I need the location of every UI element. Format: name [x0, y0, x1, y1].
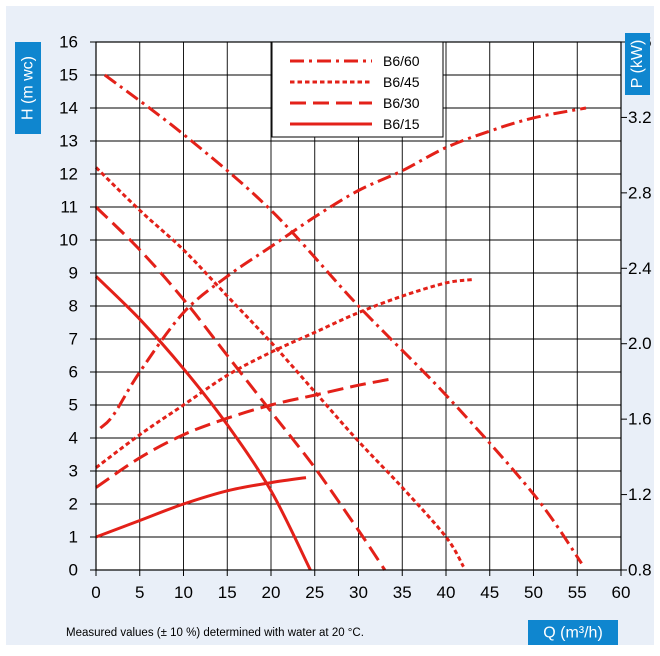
- y2-axis-title-badge: P (kW): [625, 33, 650, 95]
- x-axis-title-badge: Q (m³/h): [528, 620, 618, 645]
- y-tick-label: 0: [69, 561, 78, 580]
- series-b6-60-power-curve: [99, 106, 587, 430]
- x-tick-label: 10: [174, 583, 193, 602]
- footnote: Measured values (± 10 %) determined with…: [66, 627, 364, 639]
- y2-tick-label: 0.8: [628, 561, 652, 580]
- y-tick-label: 9: [69, 264, 78, 283]
- y-tick-label: 1: [69, 528, 78, 547]
- x-tick-label: 5: [135, 583, 144, 602]
- y2-tick-label: 1.6: [628, 410, 652, 429]
- y-tick-label: 2: [69, 495, 78, 514]
- y-tick-label: 7: [69, 330, 78, 349]
- legend-label-b6-15: B6/15: [383, 116, 420, 132]
- y-tick-label: 12: [59, 165, 78, 184]
- y-tick-label: 8: [69, 297, 78, 316]
- legend-box: [271, 41, 444, 138]
- y-tick-label: 5: [69, 396, 78, 415]
- series-b6-60-head-curve: [103, 73, 583, 565]
- series-b6-45-power-curve: [95, 278, 473, 469]
- x-axis-title-bg: [528, 620, 618, 645]
- x-tick-label: 55: [568, 583, 587, 602]
- series-b6-15-power-curve: [95, 476, 307, 539]
- y-tick-label: 13: [59, 132, 78, 151]
- x-tick-label: 60: [612, 583, 631, 602]
- y-tick-label: 14: [59, 99, 78, 118]
- x-axis: 0 5 10 15 20 25 30 35 40 45 50 55 60: [91, 570, 630, 602]
- y-tick-label: 15: [59, 66, 78, 85]
- series-b6-45-head-curve: [94, 166, 465, 568]
- y2-tick-label: 1.2: [628, 485, 652, 504]
- x-tick-label: 50: [524, 583, 543, 602]
- y2-tick-label: 2.4: [628, 259, 652, 278]
- series-lines: [94, 73, 587, 571]
- x-tick-label: 35: [393, 583, 412, 602]
- y-tick-label: 3: [69, 462, 78, 481]
- series-b6-30-power-curve: [95, 377, 394, 489]
- x-tick-label: 30: [349, 583, 368, 602]
- x-tick-label: 40: [437, 583, 456, 602]
- y2-tick-label: 2.8: [628, 183, 652, 202]
- y2-axis-title: P (kW): [629, 40, 646, 89]
- y-tick-label: 16: [59, 33, 78, 52]
- y-axis-title-badge: H (m wc): [15, 42, 41, 134]
- y-tick-label: 4: [69, 429, 78, 448]
- y2-tick-label: 2.0: [628, 334, 652, 353]
- y2-axis-title-bg: [625, 33, 650, 95]
- series-b6-30-head-curve: [94, 205, 387, 571]
- x-axis-title: Q (m³/h): [543, 625, 603, 642]
- y-tick-label: 6: [69, 363, 78, 382]
- x-tick-label: 20: [262, 583, 281, 602]
- x-tick-label: 25: [305, 583, 324, 602]
- y-axis-title: H (m wc): [20, 56, 37, 120]
- legend-label-b6-30: B6/30: [383, 95, 420, 111]
- x-tick-label: 0: [91, 583, 100, 602]
- y2-tick-label: 3.2: [628, 108, 652, 127]
- x-tick-label: 15: [218, 583, 237, 602]
- x-tick-label: 45: [480, 583, 499, 602]
- y-axis-title-bg: [15, 42, 41, 134]
- y-tick-label: 11: [60, 198, 78, 217]
- series-b6-15-head-curve: [94, 275, 312, 571]
- legend: B6/60 B6/45 B6/30 B6/15: [271, 41, 444, 138]
- legend-label-b6-60: B6/60: [383, 53, 420, 69]
- y-tick-label: 10: [59, 231, 78, 250]
- legend-label-b6-45: B6/45: [383, 74, 420, 90]
